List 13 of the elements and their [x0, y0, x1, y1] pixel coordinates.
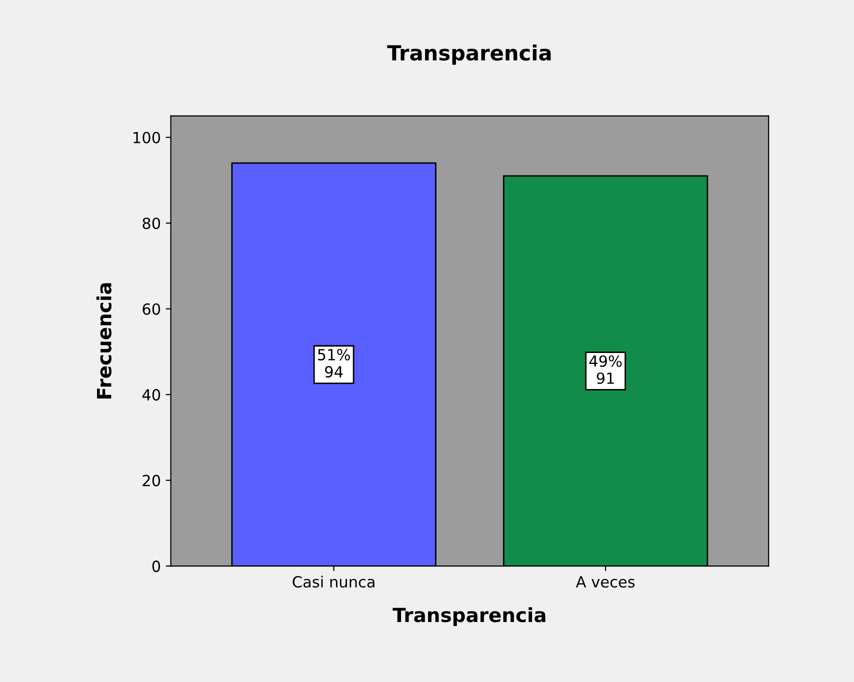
y-tick-label: 0: [152, 560, 160, 572]
x-tick-label: A veces: [576, 576, 635, 588]
data-label: 51% 94: [318, 348, 350, 378]
x-tick-label: Casi nunca: [292, 576, 374, 588]
y-tick-label: 100: [134, 132, 160, 144]
y-axis-title: Frecuencia: [96, 283, 112, 398]
x-axis-title: Transparencia: [392, 607, 546, 626]
y-tick-label: 40: [142, 389, 160, 401]
data-label: 49% 91: [589, 355, 622, 384]
y-tick-label: 20: [142, 474, 160, 486]
y-tick-label: 60: [142, 303, 160, 315]
y-tick-label: 80: [142, 218, 160, 230]
chart-title: Transparencia: [387, 44, 551, 65]
